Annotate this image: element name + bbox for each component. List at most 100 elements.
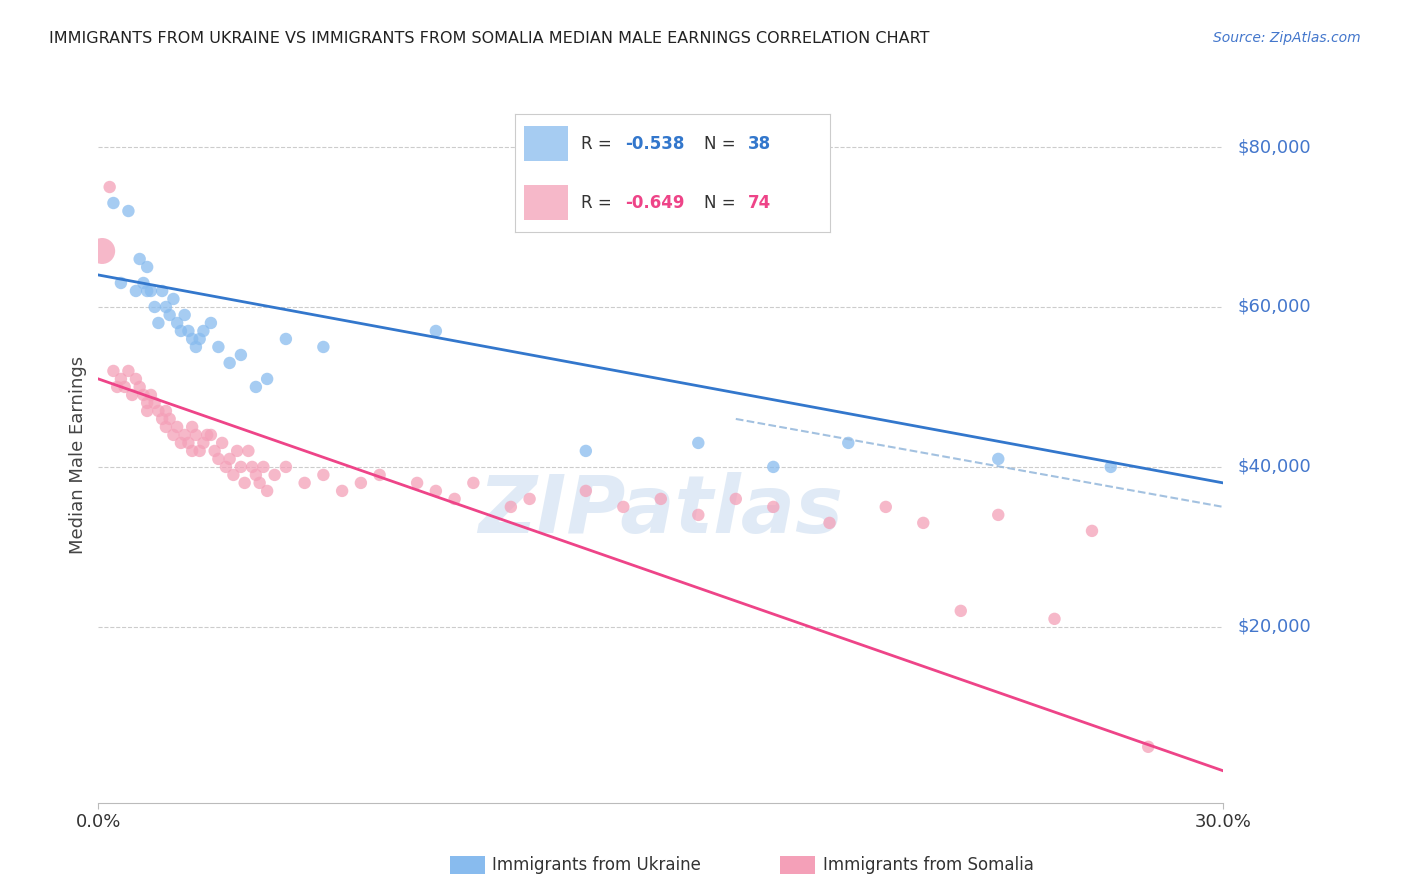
Point	[159, 308, 181, 322]
Point	[195, 428, 218, 442]
Point	[406, 475, 429, 490]
Point	[443, 491, 465, 506]
Point	[1099, 459, 1122, 474]
Point	[150, 284, 173, 298]
Point	[256, 483, 278, 498]
Point	[762, 500, 785, 514]
Point	[105, 380, 128, 394]
Text: $40,000: $40,000	[1237, 458, 1310, 476]
Point	[162, 292, 184, 306]
Point	[218, 451, 240, 466]
Text: Immigrants from Somalia: Immigrants from Somalia	[823, 856, 1033, 874]
Text: Immigrants from Ukraine: Immigrants from Ukraine	[492, 856, 702, 874]
Point	[987, 451, 1010, 466]
Point	[143, 396, 166, 410]
Point	[136, 260, 159, 274]
Point	[612, 500, 634, 514]
Text: $20,000: $20,000	[1237, 618, 1310, 636]
Point	[98, 180, 121, 194]
Point	[184, 340, 207, 354]
Point	[215, 459, 238, 474]
Point	[143, 300, 166, 314]
Point	[425, 483, 447, 498]
Point	[837, 436, 859, 450]
Point	[193, 436, 215, 450]
Text: IMMIGRANTS FROM UKRAINE VS IMMIGRANTS FROM SOMALIA MEDIAN MALE EARNINGS CORRELAT: IMMIGRANTS FROM UKRAINE VS IMMIGRANTS FR…	[49, 31, 929, 46]
Point	[987, 508, 1010, 522]
Point	[177, 324, 200, 338]
Point	[136, 396, 159, 410]
Point	[1137, 739, 1160, 754]
Point	[170, 436, 193, 450]
Point	[188, 444, 211, 458]
Point	[724, 491, 747, 506]
Text: Source: ZipAtlas.com: Source: ZipAtlas.com	[1213, 31, 1361, 45]
Point	[117, 204, 139, 219]
Point	[229, 459, 252, 474]
Point	[207, 340, 229, 354]
Point	[166, 420, 188, 434]
Text: $60,000: $60,000	[1237, 298, 1310, 316]
Point	[181, 332, 204, 346]
Point	[688, 508, 710, 522]
Point	[103, 364, 125, 378]
Point	[912, 516, 935, 530]
Point	[463, 475, 485, 490]
Point	[204, 444, 226, 458]
Point	[132, 276, 155, 290]
Point	[103, 196, 125, 211]
Point	[150, 412, 173, 426]
Point	[222, 467, 245, 482]
Point	[170, 324, 193, 338]
Point	[155, 420, 177, 434]
Point	[166, 316, 188, 330]
Point	[128, 252, 150, 266]
Point	[125, 284, 148, 298]
Point	[117, 364, 139, 378]
Point	[114, 380, 136, 394]
Point	[218, 356, 240, 370]
Point	[188, 332, 211, 346]
Text: ZIPatlas: ZIPatlas	[478, 472, 844, 549]
Point	[110, 276, 132, 290]
Point	[181, 444, 204, 458]
Point	[875, 500, 897, 514]
Point	[1081, 524, 1104, 538]
Point	[575, 483, 598, 498]
Point	[274, 332, 297, 346]
Point	[155, 404, 177, 418]
Point	[173, 308, 195, 322]
Point	[148, 404, 170, 418]
Point	[128, 380, 150, 394]
Point	[575, 444, 598, 458]
Y-axis label: Median Male Earnings: Median Male Earnings	[69, 356, 87, 554]
Point	[818, 516, 841, 530]
Point	[148, 316, 170, 330]
Point	[181, 420, 204, 434]
Point	[425, 324, 447, 338]
Point	[238, 444, 260, 458]
Point	[211, 436, 233, 450]
Point	[110, 372, 132, 386]
Point	[121, 388, 143, 402]
Point	[499, 500, 522, 514]
Point	[139, 284, 162, 298]
Point	[294, 475, 316, 490]
Point	[762, 459, 785, 474]
Point	[240, 459, 263, 474]
Point	[256, 372, 278, 386]
Point	[519, 491, 541, 506]
Point	[368, 467, 391, 482]
Point	[136, 284, 159, 298]
Point	[139, 388, 162, 402]
Point	[132, 388, 155, 402]
Point	[263, 467, 285, 482]
Point	[184, 428, 207, 442]
Point	[688, 436, 710, 450]
Point	[252, 459, 274, 474]
Point	[136, 404, 159, 418]
Point	[125, 372, 148, 386]
Point	[274, 459, 297, 474]
Point	[226, 444, 249, 458]
Point	[200, 428, 222, 442]
